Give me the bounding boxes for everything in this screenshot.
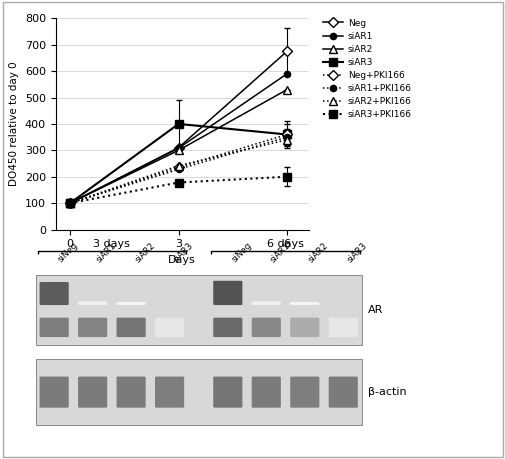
Text: siNeg: siNeg bbox=[56, 241, 79, 264]
FancyBboxPatch shape bbox=[39, 282, 69, 305]
FancyBboxPatch shape bbox=[213, 318, 242, 337]
FancyBboxPatch shape bbox=[251, 302, 280, 305]
Text: 6 days: 6 days bbox=[267, 239, 304, 249]
FancyBboxPatch shape bbox=[116, 318, 145, 337]
X-axis label: Days: Days bbox=[168, 255, 195, 265]
Text: siAR3: siAR3 bbox=[344, 241, 368, 264]
FancyBboxPatch shape bbox=[251, 376, 280, 408]
FancyBboxPatch shape bbox=[39, 318, 69, 337]
FancyBboxPatch shape bbox=[251, 318, 280, 337]
Bar bbox=[36, 359, 361, 425]
FancyBboxPatch shape bbox=[39, 376, 69, 408]
FancyBboxPatch shape bbox=[290, 302, 319, 305]
Y-axis label: DO450 relative to day 0: DO450 relative to day 0 bbox=[9, 62, 19, 186]
FancyBboxPatch shape bbox=[155, 318, 184, 337]
FancyBboxPatch shape bbox=[213, 376, 242, 408]
Bar bbox=[36, 275, 361, 345]
Text: siNeg: siNeg bbox=[229, 241, 253, 264]
FancyBboxPatch shape bbox=[213, 281, 242, 305]
Text: siAR1: siAR1 bbox=[94, 241, 118, 264]
FancyBboxPatch shape bbox=[78, 376, 107, 408]
FancyBboxPatch shape bbox=[78, 302, 107, 305]
FancyBboxPatch shape bbox=[155, 376, 184, 408]
FancyBboxPatch shape bbox=[328, 376, 357, 408]
Text: 3 days: 3 days bbox=[93, 239, 130, 249]
FancyBboxPatch shape bbox=[328, 318, 357, 337]
Text: AR: AR bbox=[367, 305, 382, 315]
FancyBboxPatch shape bbox=[78, 318, 107, 337]
Text: β-actin: β-actin bbox=[367, 387, 406, 397]
Text: siAR2: siAR2 bbox=[306, 241, 330, 264]
Legend: Neg, siAR1, siAR2, siAR3, Neg+PKI166, siAR1+PKI166, siAR2+PKI166, siAR3+PKI166: Neg, siAR1, siAR2, siAR3, Neg+PKI166, si… bbox=[323, 19, 411, 119]
FancyBboxPatch shape bbox=[290, 318, 319, 337]
FancyBboxPatch shape bbox=[290, 376, 319, 408]
FancyBboxPatch shape bbox=[116, 302, 145, 305]
Text: siAR3: siAR3 bbox=[171, 241, 195, 264]
Text: siAR1: siAR1 bbox=[268, 241, 291, 264]
Text: siAR2: siAR2 bbox=[133, 241, 156, 264]
FancyBboxPatch shape bbox=[116, 376, 145, 408]
